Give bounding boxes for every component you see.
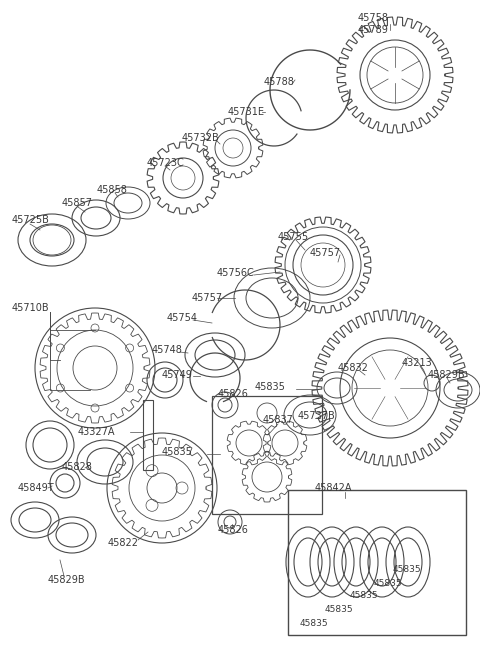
Text: 45748: 45748 <box>152 345 183 355</box>
Text: 45749: 45749 <box>162 370 193 380</box>
Text: 45835: 45835 <box>350 591 379 601</box>
Bar <box>212 396 322 514</box>
Text: 45835: 45835 <box>393 565 421 574</box>
Text: 45826: 45826 <box>218 525 249 535</box>
Text: 45857: 45857 <box>62 198 93 208</box>
Text: 45835: 45835 <box>300 618 329 627</box>
Text: 45723C: 45723C <box>147 158 185 168</box>
Text: 45758: 45758 <box>358 13 389 23</box>
Text: 45731E: 45731E <box>228 107 265 117</box>
Text: 45756C: 45756C <box>217 268 255 278</box>
Text: 45757: 45757 <box>310 248 341 258</box>
Text: 45789: 45789 <box>358 25 389 35</box>
Text: 43213: 43213 <box>402 358 433 368</box>
Text: 45835: 45835 <box>255 382 286 392</box>
Text: 45828: 45828 <box>62 462 93 472</box>
Text: 45788: 45788 <box>264 77 295 87</box>
Text: 45835: 45835 <box>162 447 193 457</box>
Bar <box>143 400 153 470</box>
Text: 45835: 45835 <box>325 605 354 614</box>
Text: 45858: 45858 <box>97 185 128 195</box>
Text: 45710B: 45710B <box>12 303 49 313</box>
Text: 45832: 45832 <box>338 363 369 373</box>
Text: 45826: 45826 <box>218 389 249 399</box>
Text: 45835: 45835 <box>374 578 403 588</box>
Text: 45725B: 45725B <box>12 215 50 225</box>
Text: 45829B: 45829B <box>428 370 466 380</box>
Text: 45755: 45755 <box>278 232 309 242</box>
Text: 45849T: 45849T <box>18 483 55 493</box>
Text: 45842A: 45842A <box>315 483 352 493</box>
Bar <box>288 490 466 635</box>
Text: 45737B: 45737B <box>298 411 336 421</box>
Text: 45757: 45757 <box>192 293 223 303</box>
Text: 43327A: 43327A <box>78 427 116 437</box>
Text: 45732B: 45732B <box>182 133 220 143</box>
Text: 45837: 45837 <box>263 415 294 425</box>
Text: 45754: 45754 <box>167 313 198 323</box>
Text: 45829B: 45829B <box>48 575 85 585</box>
Text: 45822: 45822 <box>108 538 139 548</box>
